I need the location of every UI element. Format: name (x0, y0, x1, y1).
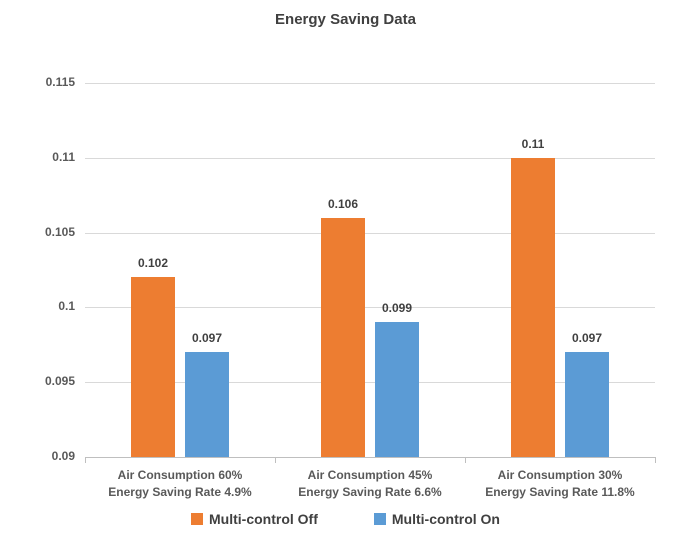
y-axis-tick-label: 0.1 (58, 299, 75, 313)
legend-item: Multi-control Off (191, 511, 318, 527)
gridline (85, 83, 655, 84)
x-axis-category-label: Air Consumption 45% Energy Saving Rate 6.… (275, 467, 465, 501)
bar-data-label: 0.099 (381, 301, 413, 315)
bar-data-label: 0.097 (191, 331, 223, 345)
legend-swatch-icon (191, 513, 204, 525)
bar-multi-control-on-group1 (185, 352, 229, 457)
chart-title: Energy Saving Data (275, 11, 416, 28)
bar-multi-control-on-group2 (375, 322, 419, 457)
bar-multi-control-on-group3 (565, 352, 609, 457)
x-axis-tick (465, 458, 466, 463)
bar-multi-control-off-group1 (131, 277, 175, 457)
category-label-line: Air Consumption 60% (117, 468, 243, 482)
bar-multi-control-off-group2 (321, 218, 365, 457)
bar-data-label: 0.102 (137, 256, 169, 270)
gridline (85, 382, 655, 383)
legend-label: Multi-control On (391, 511, 500, 527)
gridline (85, 158, 655, 159)
category-label-line: Air Consumption 45% (307, 468, 433, 482)
x-axis-tick (85, 458, 86, 463)
x-axis-tick (275, 458, 276, 463)
legend-swatch-icon (373, 513, 386, 525)
category-label-line: Air Consumption 30% (497, 468, 623, 482)
x-axis-line (85, 457, 656, 458)
y-axis-tick-label: 0.09 (51, 449, 75, 463)
category-label-line: Energy Saving Rate 6.6% (298, 485, 442, 499)
y-axis-tick-label: 0.095 (44, 374, 75, 388)
bar-data-label: 0.106 (327, 197, 359, 211)
legend-item: Multi-control On (373, 511, 500, 527)
legend-label: Multi-control Off (209, 511, 318, 527)
bar-multi-control-off-group3 (511, 158, 555, 457)
gridline (85, 307, 655, 308)
y-axis-tick-label: 0.11 (52, 150, 75, 164)
y-axis-tick-label: 0.105 (44, 225, 75, 239)
bar-data-label: 0.11 (521, 137, 545, 151)
bar-data-label: 0.097 (571, 331, 603, 345)
y-axis-tick-label: 0.115 (45, 75, 75, 89)
category-label-line: Energy Saving Rate 4.9% (108, 485, 252, 499)
gridline (85, 233, 655, 234)
x-axis-tick (655, 458, 656, 463)
chart-legend: Multi-control Off Multi-control On (0, 511, 691, 527)
x-axis-category-label: Air Consumption 30% Energy Saving Rate 11… (465, 467, 655, 501)
category-label-line: Energy Saving Rate 11.8% (485, 485, 635, 499)
x-axis-category-label: Air Consumption 60% Energy Saving Rate 4.… (85, 467, 275, 501)
